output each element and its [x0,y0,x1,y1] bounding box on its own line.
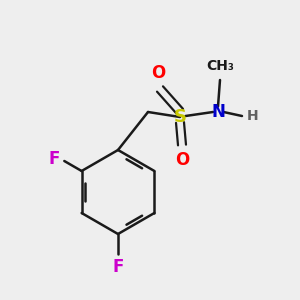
Text: F: F [112,258,124,276]
Text: S: S [173,108,187,126]
Text: H: H [247,109,259,123]
Text: CH₃: CH₃ [206,59,234,73]
Text: F: F [49,150,60,168]
Text: O: O [175,151,189,169]
Text: O: O [151,64,165,82]
Text: N: N [211,103,225,121]
